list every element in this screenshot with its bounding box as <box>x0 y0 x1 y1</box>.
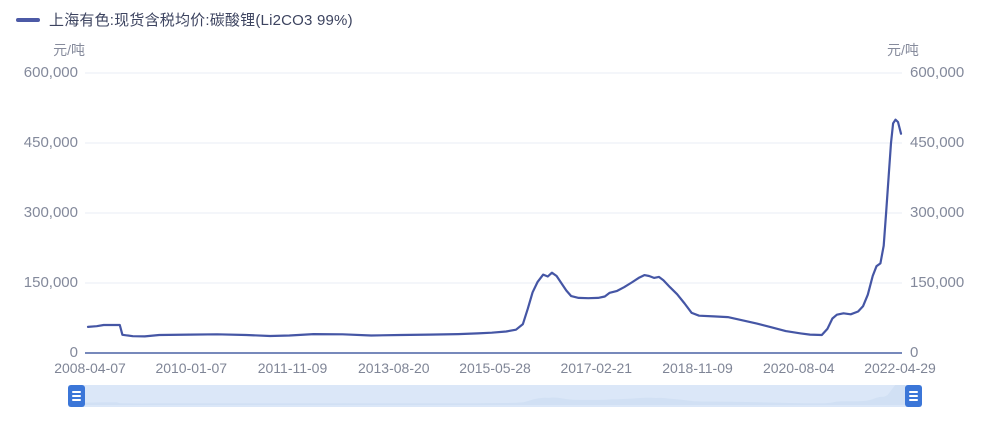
y-axis-tick-label-left: 300,000 <box>23 204 78 221</box>
y-axis-unit-left: 元/吨 <box>53 42 85 58</box>
datazoom-shadow-area <box>85 385 905 405</box>
y-axis-tick-label-right: 300,000 <box>910 204 965 221</box>
datazoom-data-shadow <box>85 385 905 405</box>
legend-line-icon <box>16 17 40 22</box>
x-axis-tick-label: 2011-11-09 <box>257 360 328 376</box>
x-axis-tick-label: 2018-11-09 <box>662 360 733 376</box>
y-axis-tick-label-left: 600,000 <box>23 64 78 81</box>
y-axis-unit-right: 元/吨 <box>887 42 919 58</box>
x-axis-tick-label: 2013-08-20 <box>357 360 430 376</box>
price-line-series[interactable] <box>86 118 903 338</box>
x-axis-tick-label: 2008-04-07 <box>54 360 126 376</box>
x-axis-tick-label: 2015-05-28 <box>459 360 531 376</box>
datazoom-left-handle[interactable] <box>68 385 85 407</box>
x-axis-tick-label: 2022-04-29 <box>864 360 936 376</box>
plot-area[interactable] <box>0 0 990 380</box>
x-axis-tick-label: 2010-01-07 <box>155 360 228 376</box>
legend-item[interactable]: 上海有色:现货含税均价:碳酸锂(Li2CO3 99%) <box>16 9 353 30</box>
y-axis-tick-label-left: 450,000 <box>23 134 78 151</box>
x-axis-tick-label: 2017-02-21 <box>560 360 633 376</box>
x-axis-tick-label: 2020-08-04 <box>762 360 835 376</box>
y-axis-tick-label-right: 600,000 <box>910 64 965 81</box>
y-axis-tick-label-left: 150,000 <box>23 274 78 291</box>
y-axis-tick-label-right: 150,000 <box>910 274 965 291</box>
y-axis-tick-label-left: 0 <box>69 344 78 361</box>
datazoom-slider[interactable] <box>68 385 922 407</box>
y-axis-tick-label-right: 0 <box>910 344 919 361</box>
y-axis-tick-label-right: 450,000 <box>910 134 965 151</box>
datazoom-right-handle[interactable] <box>905 385 922 407</box>
legend-label: 上海有色:现货含税均价:碳酸锂(Li2CO3 99%) <box>49 12 353 29</box>
